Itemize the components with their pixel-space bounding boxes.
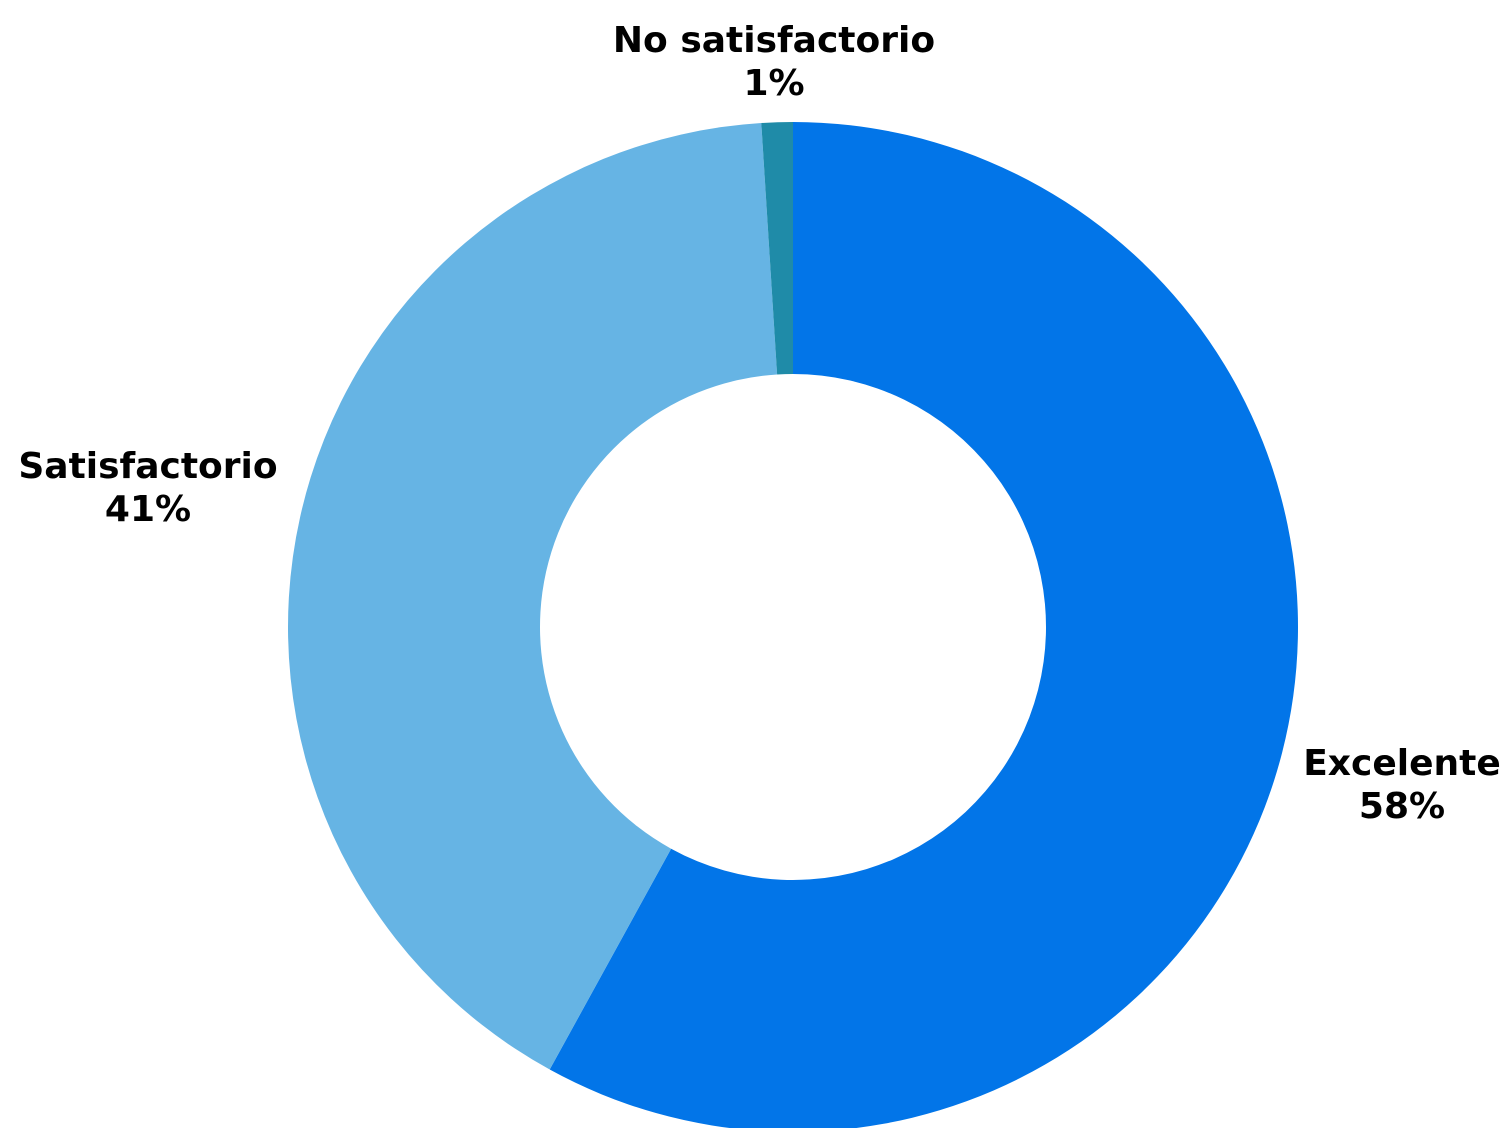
slice-label-name: No satisfactorio — [613, 20, 935, 61]
slice-no-satisfactorio — [761, 122, 793, 375]
donut-slices — [287, 122, 1298, 1128]
slice-satisfactorio — [287, 122, 778, 1070]
slice-label-value: 41% — [105, 489, 191, 530]
slice-excelente — [549, 122, 1298, 1128]
slice-label-name: Excelente — [1303, 743, 1501, 784]
slice-label-value: 1% — [743, 63, 804, 104]
slice-label-name: Satisfactorio — [18, 446, 277, 487]
slice-label-value: 58% — [1359, 786, 1445, 827]
